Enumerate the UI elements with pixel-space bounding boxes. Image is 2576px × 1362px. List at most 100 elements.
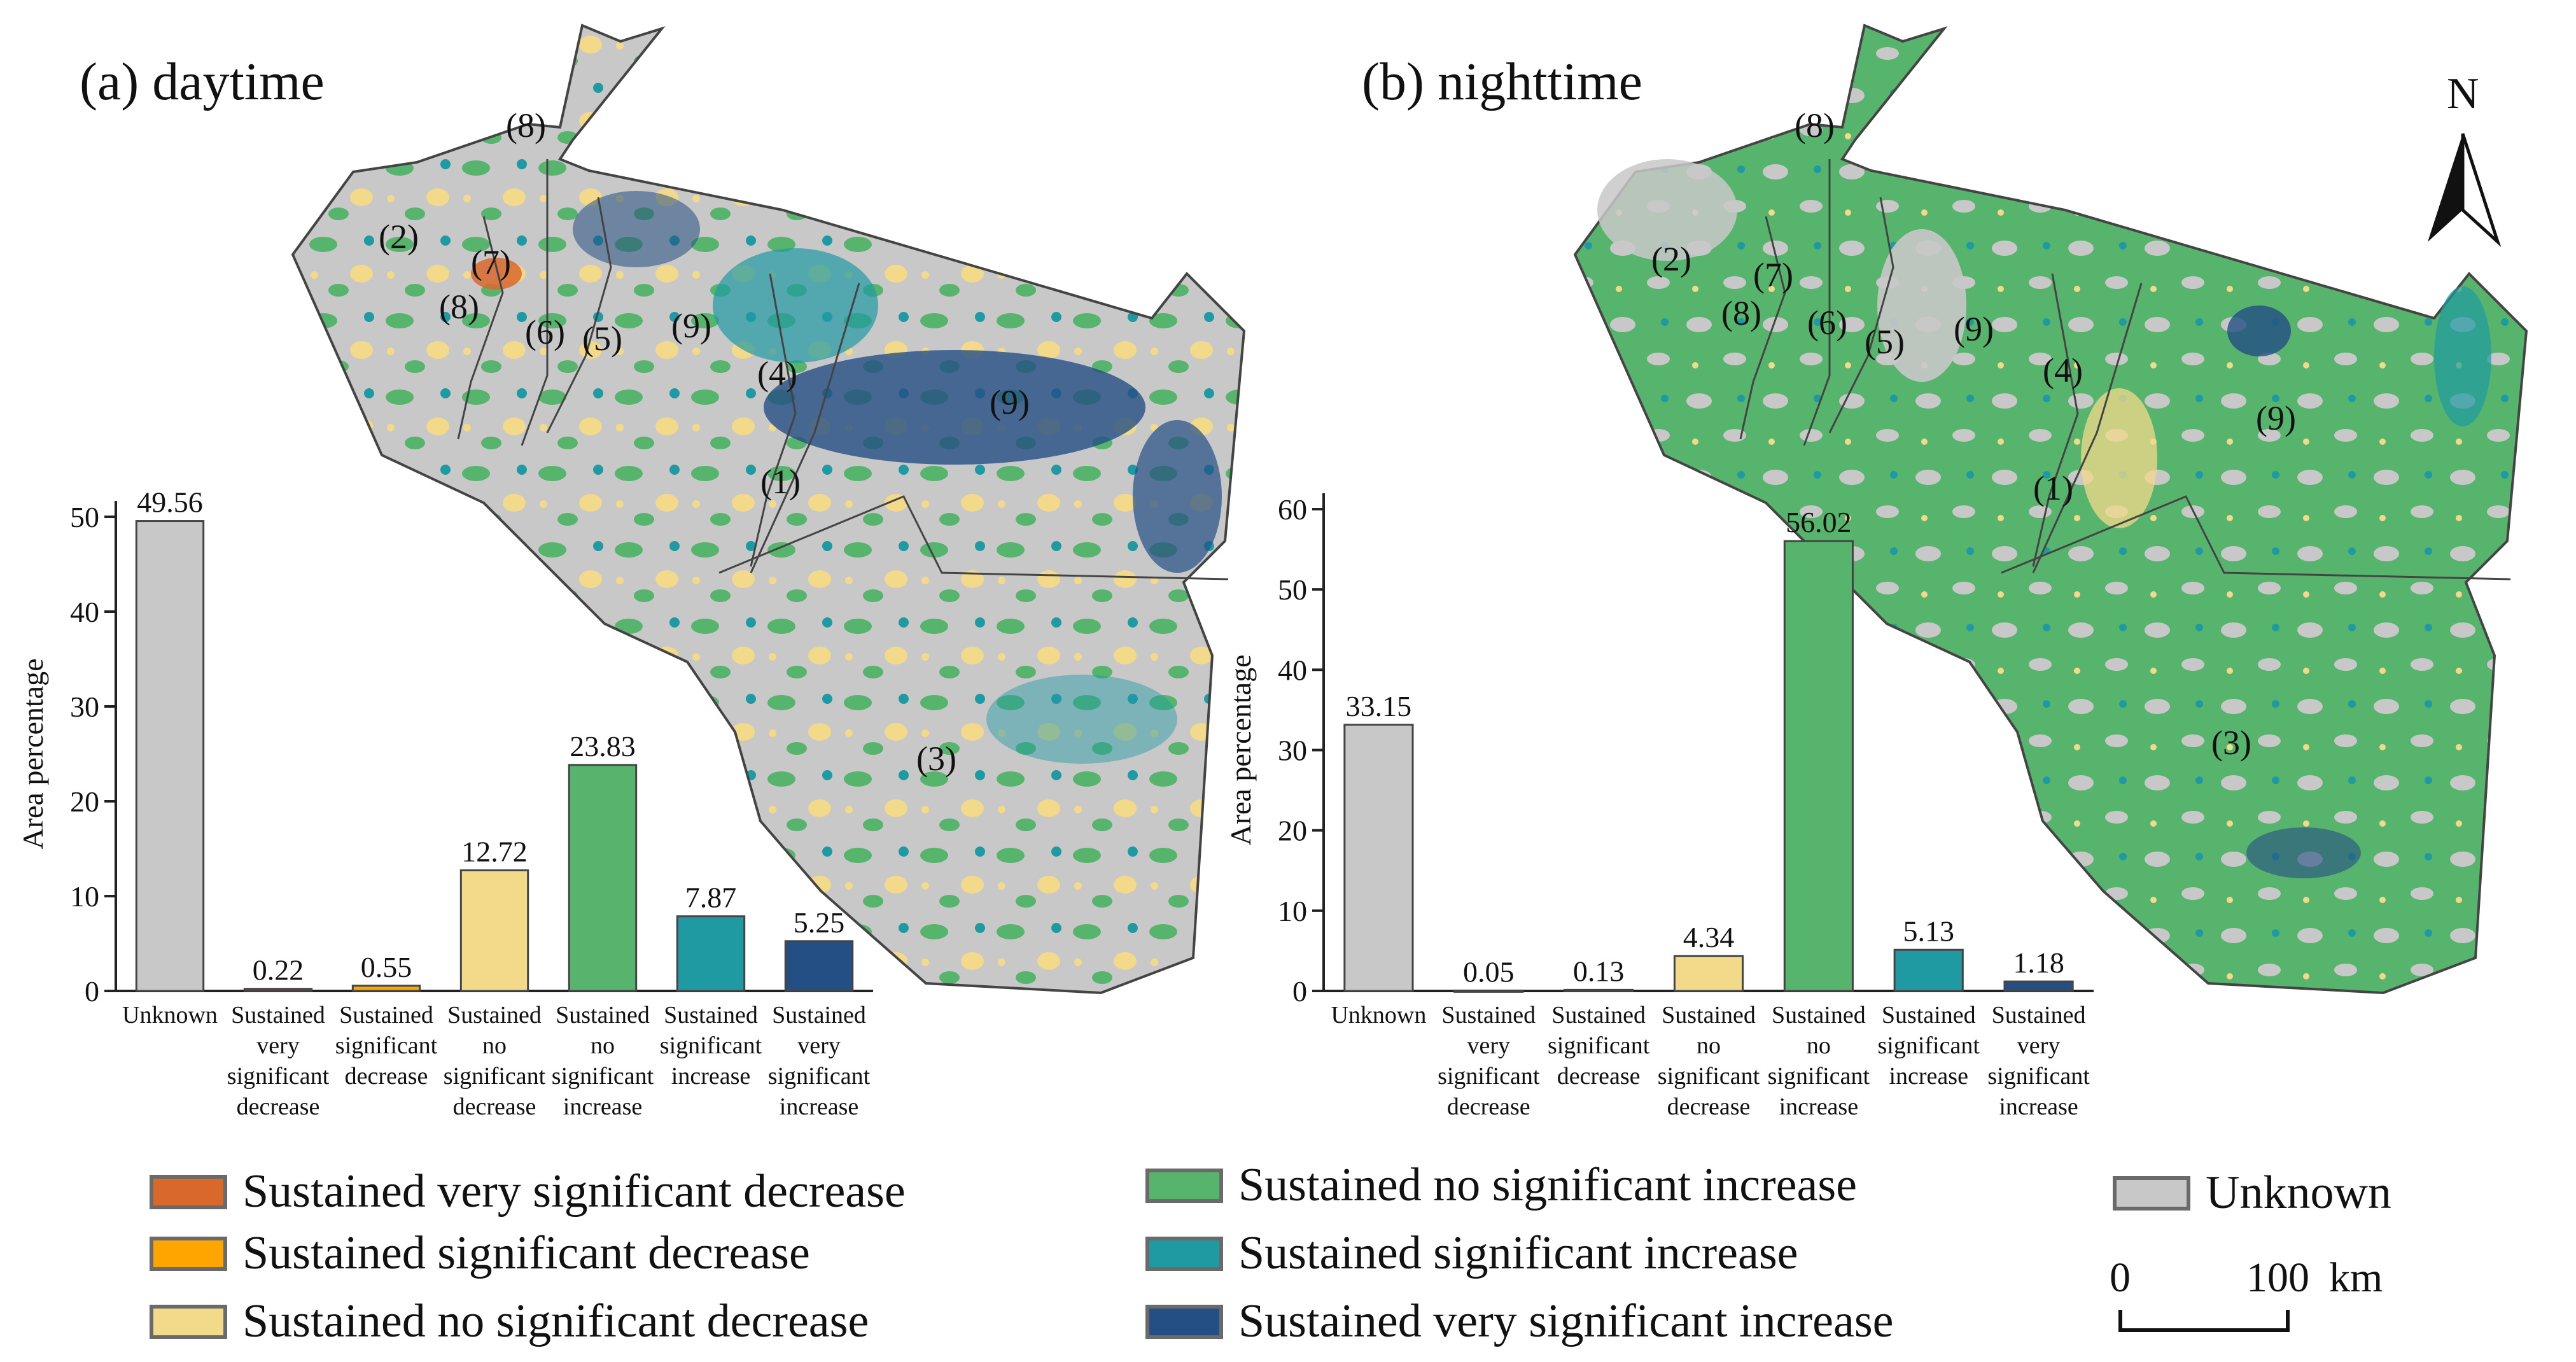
bar bbox=[1564, 988, 1634, 992]
bar-value-label: 49.56 bbox=[137, 486, 203, 519]
bar bbox=[243, 988, 313, 992]
map-daytime bbox=[291, 24, 1246, 995]
category-label: Sustained very significant decrease bbox=[227, 1002, 330, 1120]
panel-title-daytime: (a) daytime bbox=[80, 52, 325, 111]
legend-label: Sustained no significant increase bbox=[1238, 1159, 1858, 1211]
category-label: Sustained no significant increase bbox=[552, 1002, 654, 1120]
y-tick-label: 0 bbox=[1292, 975, 1307, 1007]
legend-swatch bbox=[2113, 1176, 2190, 1211]
map-nighttime bbox=[1573, 24, 2528, 995]
category-label: Unknown bbox=[122, 1002, 218, 1029]
region-label: (9) bbox=[1954, 310, 1994, 348]
scale-unit-label: km bbox=[2329, 1254, 2383, 1301]
bar bbox=[2003, 980, 2074, 992]
bar bbox=[135, 520, 205, 992]
panel-title-nighttime: (b) nighttime bbox=[1362, 52, 1642, 111]
legend-swatch bbox=[1145, 1304, 1223, 1339]
legend-item: Sustained very significant decrease bbox=[150, 1165, 906, 1219]
legend-swatch bbox=[150, 1236, 227, 1271]
bar-value-label: 1.18 bbox=[2013, 946, 2064, 979]
y-tick-label: 10 bbox=[70, 880, 99, 913]
region-label: (4) bbox=[757, 355, 797, 393]
bar-value-label: 12.72 bbox=[461, 835, 528, 867]
bar-chart-daytime: 0 10 20 30 40 50 Area percentage 49.56 Unknown 0.… bbox=[17, 486, 873, 1120]
y-tick-label: 40 bbox=[70, 596, 99, 628]
y-tick-label: 60 bbox=[1278, 493, 1307, 526]
legend-swatch bbox=[150, 1304, 227, 1339]
bar-value-label: 7.87 bbox=[685, 881, 737, 914]
bar bbox=[568, 764, 638, 992]
legend-label: Unknown bbox=[2206, 1167, 2391, 1219]
category-label: Sustained no significant increase bbox=[1768, 1002, 1870, 1120]
category-label: Sustained significant increase bbox=[660, 1002, 762, 1090]
category-label: Sustained very significant increase bbox=[1987, 1002, 2090, 1120]
bar-value-label: 0.13 bbox=[1573, 955, 1625, 987]
region-label: (5) bbox=[582, 319, 622, 358]
bar-value-label: 33.15 bbox=[1346, 690, 1412, 722]
bar-value-label: 5.13 bbox=[1903, 915, 1954, 947]
legend-label: Sustained significant increase bbox=[1238, 1227, 1798, 1279]
bar bbox=[1453, 989, 1524, 993]
north-label: N bbox=[2447, 69, 2479, 118]
bar bbox=[1893, 948, 1964, 992]
legend-label: Sustained no significant decrease bbox=[242, 1295, 869, 1347]
y-tick-label: 20 bbox=[1278, 815, 1307, 847]
y-tick-label: 30 bbox=[1278, 734, 1307, 767]
bar bbox=[351, 985, 421, 992]
category-label: Unknown bbox=[1331, 1002, 1426, 1029]
legend-item: Sustained no significant increase bbox=[1145, 1158, 1857, 1212]
region-label: (7) bbox=[471, 243, 511, 281]
y-axis-label: Area percentage bbox=[1224, 654, 1257, 845]
region-label: (9) bbox=[990, 383, 1030, 421]
region-label: (4) bbox=[2043, 351, 2083, 390]
bar bbox=[1673, 955, 1744, 992]
y-tick-label: 40 bbox=[1278, 654, 1307, 686]
y-axis-label: Area percentage bbox=[17, 658, 49, 849]
legend-item: Sustained significant decrease bbox=[150, 1226, 810, 1281]
bar-chart-nighttime: 0 10 20 30 40 50 60 Area percentage 33.15 Unknown… bbox=[1224, 493, 2094, 1120]
region-label: (6) bbox=[525, 313, 565, 351]
region-labels-daytime: (1) (2) (3) (4) (5) (6) (7) (8) (8) (9) … bbox=[379, 106, 1030, 778]
y-tick-label: 0 bbox=[85, 975, 99, 1007]
region-label: (3) bbox=[2211, 724, 2251, 762]
legend-item: Sustained very significant increase bbox=[1145, 1295, 1894, 1349]
category-label: Sustained very significant decrease bbox=[1438, 1002, 1540, 1120]
study-area-shape bbox=[1573, 24, 2528, 995]
legend-item: Unknown bbox=[2113, 1166, 2391, 1220]
region-label: (3) bbox=[916, 740, 956, 778]
legend-swatch bbox=[150, 1174, 227, 1209]
region-label: (2) bbox=[379, 218, 419, 256]
bar-value-label: 4.34 bbox=[1683, 921, 1735, 953]
region-label: (1) bbox=[2033, 469, 2073, 507]
legend-label: Sustained significant decrease bbox=[242, 1227, 810, 1279]
category-label: Sustained very significant increase bbox=[768, 1002, 871, 1120]
legend-label: Sustained very significant increase bbox=[1238, 1295, 1894, 1347]
category-label: Sustained no significant decrease bbox=[444, 1002, 546, 1120]
scale-start-label: 0 bbox=[2110, 1254, 2131, 1301]
region-label: (8) bbox=[1795, 106, 1835, 144]
legend-swatch bbox=[1145, 1236, 1223, 1271]
y-tick-label: 30 bbox=[70, 691, 99, 723]
bar-value-label: 0.22 bbox=[253, 954, 304, 986]
region-label: (5) bbox=[1865, 323, 1905, 361]
category-label: Sustained no significant decrease bbox=[1658, 1002, 1760, 1120]
legend-item: Sustained no significant decrease bbox=[150, 1295, 869, 1349]
category-label: Sustained significant decrease bbox=[335, 1002, 438, 1090]
bar-value-label: 0.05 bbox=[1463, 955, 1515, 988]
region-labels-nighttime: (1) (2) (3) (4) (5) (6) (7) (8) (8) (9) … bbox=[1651, 106, 2296, 762]
y-tick-label: 50 bbox=[70, 501, 99, 533]
region-label: (8) bbox=[1721, 294, 1761, 332]
bar bbox=[676, 915, 746, 992]
bar-value-label: 0.55 bbox=[361, 951, 412, 983]
bar bbox=[459, 869, 529, 992]
region-label: (9) bbox=[2256, 399, 2296, 437]
bar-value-label: 5.25 bbox=[794, 906, 845, 939]
category-label: Sustained significant increase bbox=[1878, 1002, 1980, 1090]
legend-item: Sustained significant increase bbox=[1145, 1226, 1798, 1281]
bar bbox=[784, 940, 854, 992]
bar-value-label: 56.02 bbox=[1786, 506, 1852, 538]
study-area-shape bbox=[291, 24, 1246, 995]
bar bbox=[1783, 540, 1854, 992]
region-label: (8) bbox=[506, 106, 546, 144]
